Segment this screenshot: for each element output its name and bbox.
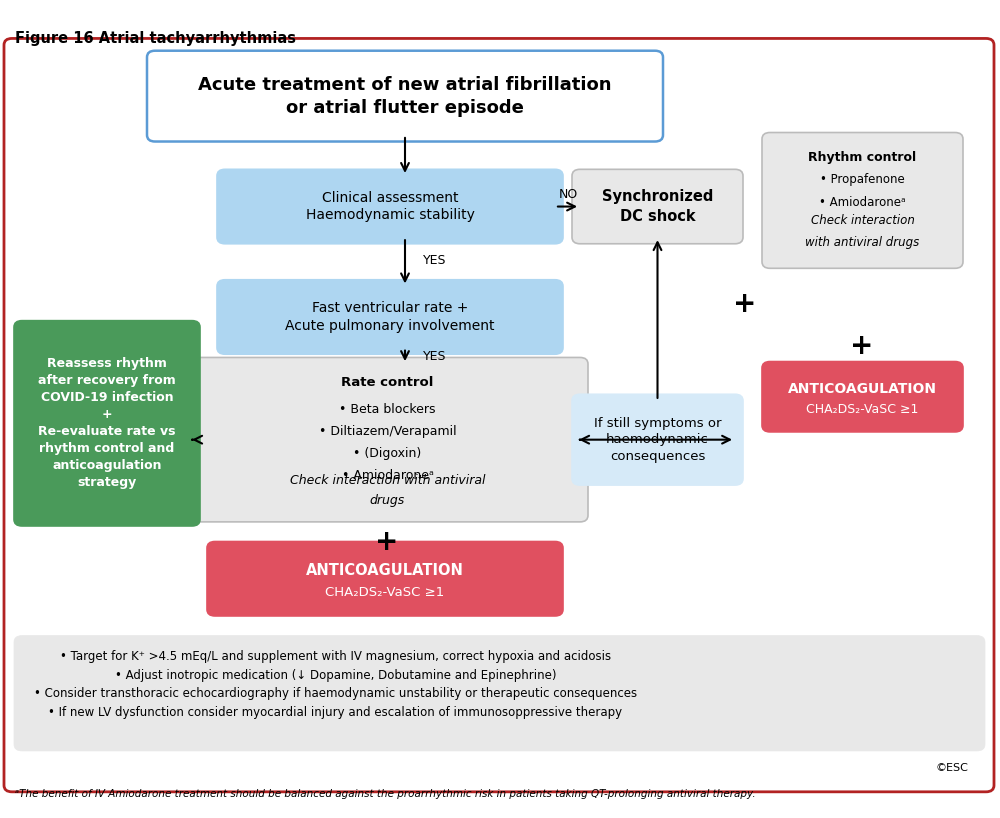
Text: Rate control: Rate control bbox=[341, 375, 434, 389]
Text: ᵃThe benefit of IV Amiodarone treatment should be balanced against the proarrhyt: ᵃThe benefit of IV Amiodarone treatment … bbox=[15, 789, 756, 798]
FancyBboxPatch shape bbox=[762, 362, 963, 432]
Text: • Amiodaroneᵃ: • Amiodaroneᵃ bbox=[819, 196, 906, 209]
Text: Fast ventricular rate +
Acute pulmonary involvement: Fast ventricular rate + Acute pulmonary … bbox=[285, 301, 495, 333]
Text: • Target for K⁺ >4.5 mEq/L and supplement with IV magnesium, correct hypoxia and: • Target for K⁺ >4.5 mEq/L and supplemen… bbox=[34, 650, 637, 719]
Text: Acute treatment of new atrial fibrillation
or atrial flutter episode: Acute treatment of new atrial fibrillati… bbox=[198, 75, 612, 117]
Text: YES: YES bbox=[423, 254, 447, 267]
Text: If still symptoms or
haemodynamic
consequences: If still symptoms or haemodynamic conseq… bbox=[594, 416, 721, 463]
FancyBboxPatch shape bbox=[762, 133, 963, 268]
Text: Synchronized
DC shock: Synchronized DC shock bbox=[602, 190, 713, 223]
Text: • Amiodaroneᵃ: • Amiodaroneᵃ bbox=[342, 469, 433, 482]
Text: with antiviral drugs: with antiviral drugs bbox=[805, 236, 920, 249]
Text: CHA₂DS₂-VaSC ≥1: CHA₂DS₂-VaSC ≥1 bbox=[325, 586, 445, 599]
Text: drugs: drugs bbox=[370, 494, 405, 507]
FancyBboxPatch shape bbox=[207, 542, 563, 616]
Text: ANTICOAGULATION: ANTICOAGULATION bbox=[306, 563, 464, 578]
Text: • (Digoxin): • (Digoxin) bbox=[353, 447, 422, 460]
Text: Check interaction with antiviral: Check interaction with antiviral bbox=[290, 474, 485, 487]
Text: +: + bbox=[375, 528, 399, 555]
Text: Clinical assessment
Haemodynamic stability: Clinical assessment Haemodynamic stabili… bbox=[306, 191, 474, 222]
FancyBboxPatch shape bbox=[4, 38, 994, 792]
Text: Check interaction: Check interaction bbox=[811, 214, 914, 227]
Text: Rhythm control: Rhythm control bbox=[808, 151, 917, 164]
Text: • Propafenone: • Propafenone bbox=[820, 173, 905, 187]
Text: Figure 16 Atrial tachyarrhythmias: Figure 16 Atrial tachyarrhythmias bbox=[15, 31, 296, 46]
FancyBboxPatch shape bbox=[572, 169, 743, 244]
Text: • Beta blockers: • Beta blockers bbox=[339, 402, 436, 416]
Text: ©ESC: ©ESC bbox=[935, 763, 968, 773]
FancyBboxPatch shape bbox=[14, 636, 985, 751]
FancyBboxPatch shape bbox=[187, 357, 588, 522]
FancyBboxPatch shape bbox=[147, 51, 663, 142]
Text: NO: NO bbox=[558, 188, 578, 200]
Text: • Diltiazem/Verapamil: • Diltiazem/Verapamil bbox=[319, 425, 456, 438]
FancyBboxPatch shape bbox=[217, 169, 563, 244]
Text: ANTICOAGULATION: ANTICOAGULATION bbox=[788, 382, 937, 396]
FancyBboxPatch shape bbox=[572, 394, 743, 485]
Text: Reassess rhythm
after recovery from
COVID-19 infection
+
Re-evaluate rate vs
rhy: Reassess rhythm after recovery from COVI… bbox=[38, 357, 176, 489]
Text: CHA₂DS₂-VaSC ≥1: CHA₂DS₂-VaSC ≥1 bbox=[806, 402, 919, 416]
Text: YES: YES bbox=[423, 350, 447, 363]
FancyBboxPatch shape bbox=[217, 280, 563, 354]
FancyBboxPatch shape bbox=[14, 321, 200, 526]
Text: +: + bbox=[850, 332, 874, 360]
Text: +: + bbox=[733, 290, 757, 318]
